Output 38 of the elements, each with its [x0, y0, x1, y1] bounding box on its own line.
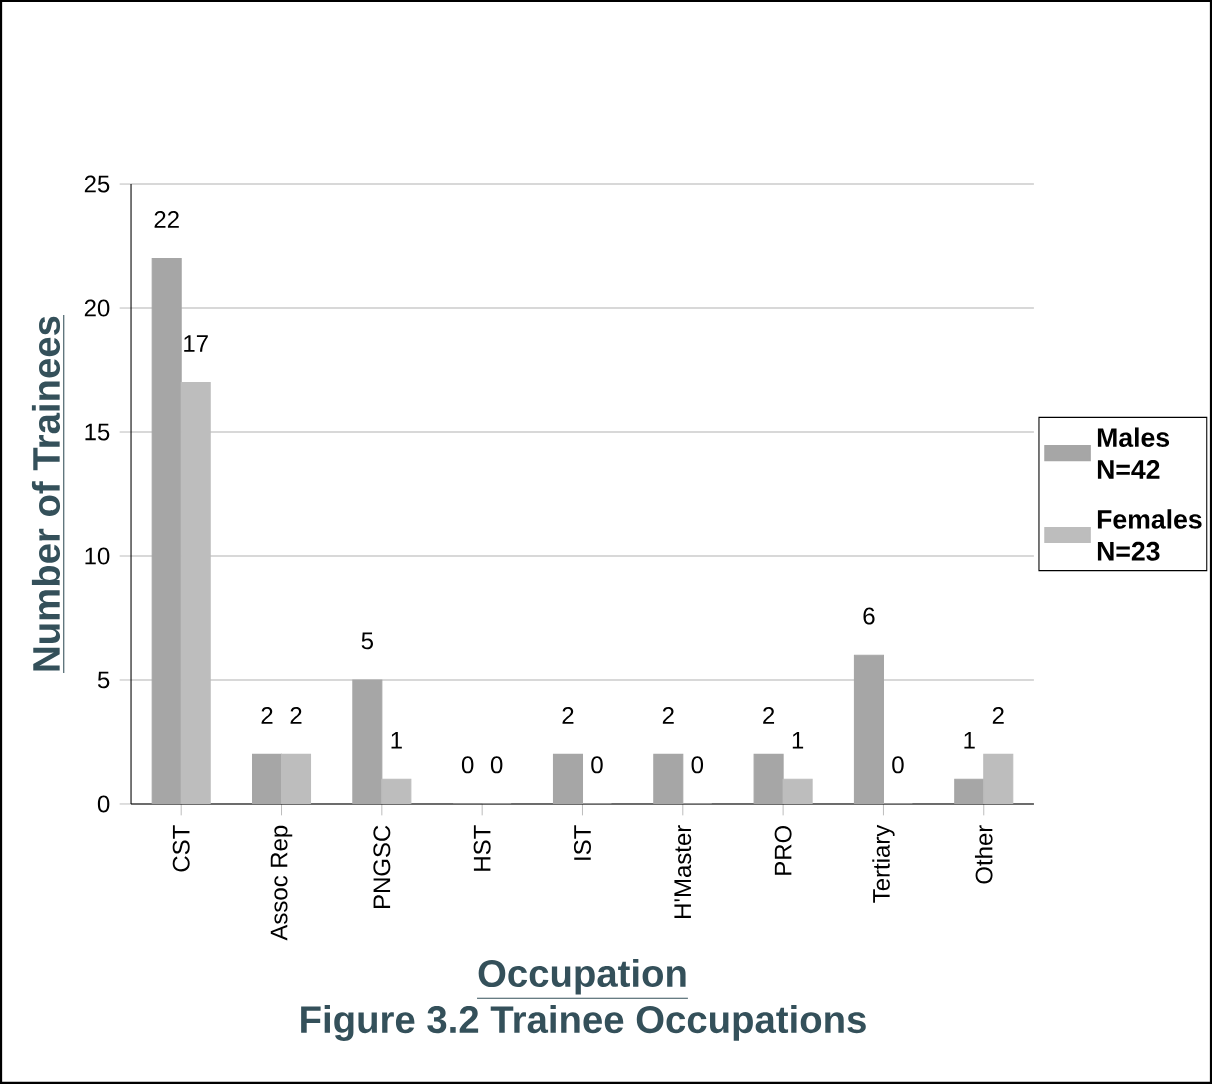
data-label: 0 [490, 756, 503, 774]
data-label: 0 [461, 756, 474, 774]
data-label: 0 [691, 756, 704, 774]
y-tick-label: 5 [97, 671, 110, 689]
data-label: 2 [763, 706, 775, 724]
x-tick-label: IST [573, 825, 591, 860]
y-tick-label: 0 [97, 795, 110, 813]
data-label: 2 [662, 706, 674, 724]
data-label: 2 [261, 706, 273, 724]
data-label: 17 [184, 335, 208, 352]
x-tick-label: HST [473, 825, 491, 871]
data-label: 6 [863, 607, 875, 625]
data-label: 2 [290, 706, 302, 724]
x-tick-label: PRO [774, 825, 792, 875]
data-label: 2 [992, 706, 1004, 724]
y-axis-title: Number of Trainees [31, 316, 61, 671]
x-tick-label: Tertiary [872, 824, 895, 903]
x-axis-title: Occupation [478, 958, 686, 995]
data-label: 22 [154, 211, 179, 228]
data-label: 1 [391, 731, 402, 749]
x-tick-label: Other [974, 825, 993, 884]
data-label: 5 [361, 632, 373, 650]
caption: Figure 3.2 Trainee Occupations [301, 1005, 866, 1041]
y-tick-label: 20 [84, 299, 110, 317]
x-tick-label: H'Master [674, 825, 692, 918]
data-label: 0 [591, 756, 603, 774]
y-tick-label: 15 [85, 423, 110, 441]
x-tick-label: CST [172, 825, 190, 872]
y-tick-label: 10 [85, 547, 110, 565]
data-label: 0 [892, 756, 904, 774]
data-label: 2 [562, 706, 574, 724]
x-tick-label: Assoc Rep [270, 825, 293, 941]
legend-label: Males N=42 [1097, 427, 1170, 479]
y-tick-label: 25 [84, 175, 110, 193]
data-label: 1 [792, 731, 804, 749]
x-tick-label: PNGSC [373, 825, 391, 908]
legend-label: Females N=23 [1097, 509, 1202, 561]
data-label: 1 [964, 731, 975, 749]
